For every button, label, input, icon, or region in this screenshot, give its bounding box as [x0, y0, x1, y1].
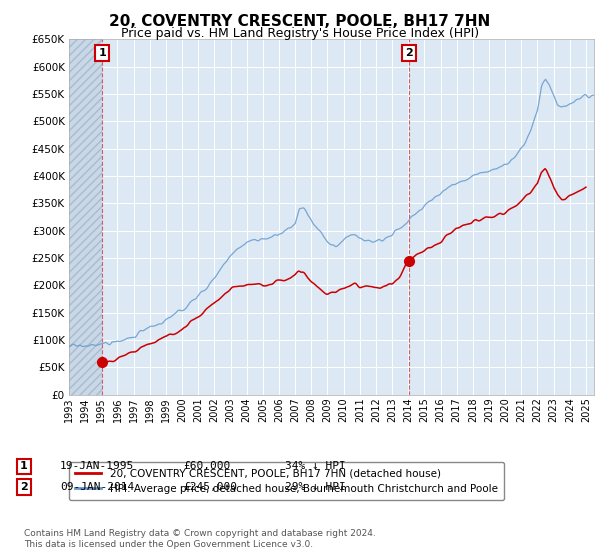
Legend: 20, COVENTRY CRESCENT, POOLE, BH17 7HN (detached house), HPI: Average price, det: 20, COVENTRY CRESCENT, POOLE, BH17 7HN (…: [69, 462, 504, 500]
Text: 09-JAN-2014: 09-JAN-2014: [60, 482, 134, 492]
Text: 2: 2: [20, 482, 28, 492]
Text: Price paid vs. HM Land Registry's House Price Index (HPI): Price paid vs. HM Land Registry's House …: [121, 27, 479, 40]
Text: 34% ↓ HPI: 34% ↓ HPI: [285, 461, 346, 472]
Text: 29% ↓ HPI: 29% ↓ HPI: [285, 482, 346, 492]
Text: 1: 1: [20, 461, 28, 472]
Text: £245,000: £245,000: [183, 482, 237, 492]
Text: 20, COVENTRY CRESCENT, POOLE, BH17 7HN: 20, COVENTRY CRESCENT, POOLE, BH17 7HN: [109, 14, 491, 29]
Text: £60,000: £60,000: [183, 461, 230, 472]
Text: Contains HM Land Registry data © Crown copyright and database right 2024.
This d: Contains HM Land Registry data © Crown c…: [24, 529, 376, 549]
Text: 1: 1: [98, 48, 106, 58]
Text: 19-JAN-1995: 19-JAN-1995: [60, 461, 134, 472]
Text: 2: 2: [405, 48, 413, 58]
